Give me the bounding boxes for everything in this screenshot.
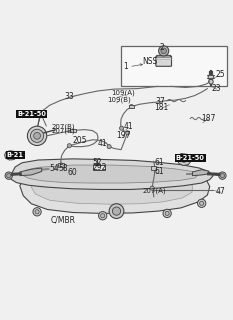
Circle shape bbox=[101, 214, 105, 218]
Polygon shape bbox=[10, 159, 213, 189]
Circle shape bbox=[7, 173, 11, 178]
Text: 109(B): 109(B) bbox=[107, 97, 131, 103]
Text: 41: 41 bbox=[98, 139, 107, 148]
Text: B-21-50: B-21-50 bbox=[17, 111, 46, 117]
Circle shape bbox=[67, 144, 71, 148]
Text: 47: 47 bbox=[215, 187, 225, 196]
Text: 25: 25 bbox=[215, 70, 225, 79]
Text: 41: 41 bbox=[123, 122, 133, 131]
Circle shape bbox=[220, 173, 224, 178]
Circle shape bbox=[5, 172, 12, 179]
Circle shape bbox=[163, 209, 171, 218]
Circle shape bbox=[35, 210, 39, 214]
Bar bbox=[121, 46, 227, 86]
Polygon shape bbox=[177, 154, 191, 165]
Polygon shape bbox=[192, 170, 209, 176]
Text: 197: 197 bbox=[116, 131, 131, 140]
Text: 60: 60 bbox=[68, 168, 78, 177]
Text: 23: 23 bbox=[212, 84, 221, 93]
Polygon shape bbox=[23, 165, 198, 183]
Circle shape bbox=[198, 199, 206, 207]
Circle shape bbox=[219, 172, 226, 179]
Circle shape bbox=[126, 131, 130, 135]
Circle shape bbox=[109, 204, 124, 219]
Circle shape bbox=[27, 126, 47, 146]
Circle shape bbox=[165, 211, 169, 215]
Polygon shape bbox=[5, 151, 17, 160]
Text: 2: 2 bbox=[159, 43, 164, 52]
Circle shape bbox=[99, 212, 107, 220]
Circle shape bbox=[59, 163, 63, 167]
Text: 181: 181 bbox=[154, 102, 168, 112]
Text: 58: 58 bbox=[59, 164, 68, 172]
Polygon shape bbox=[31, 173, 192, 204]
Circle shape bbox=[200, 201, 204, 205]
Circle shape bbox=[208, 74, 214, 80]
Text: 61: 61 bbox=[154, 167, 164, 176]
Circle shape bbox=[107, 145, 111, 149]
Text: 37: 37 bbox=[155, 97, 165, 106]
FancyBboxPatch shape bbox=[156, 56, 171, 66]
Bar bbox=[93, 165, 105, 170]
Circle shape bbox=[112, 207, 121, 215]
Text: 109(A): 109(A) bbox=[112, 90, 135, 97]
Circle shape bbox=[129, 105, 134, 109]
Text: B-21: B-21 bbox=[7, 152, 24, 158]
Circle shape bbox=[161, 48, 167, 54]
Text: 187: 187 bbox=[201, 114, 216, 123]
Text: 54: 54 bbox=[49, 164, 59, 172]
Bar bbox=[58, 163, 64, 167]
Text: 1: 1 bbox=[123, 62, 128, 71]
Circle shape bbox=[150, 186, 154, 190]
Text: 207(B): 207(B) bbox=[52, 127, 75, 134]
Text: C/MBR: C/MBR bbox=[51, 216, 76, 225]
Circle shape bbox=[159, 46, 169, 56]
Circle shape bbox=[120, 126, 124, 130]
Bar bbox=[129, 105, 134, 108]
Circle shape bbox=[209, 79, 213, 84]
Polygon shape bbox=[20, 168, 42, 176]
Polygon shape bbox=[20, 169, 210, 213]
Text: 292: 292 bbox=[92, 163, 106, 172]
Bar bbox=[70, 129, 75, 132]
Text: 61: 61 bbox=[154, 158, 164, 167]
Text: B-21-50: B-21-50 bbox=[176, 155, 205, 161]
Circle shape bbox=[181, 157, 187, 162]
Circle shape bbox=[34, 132, 41, 139]
Text: 52: 52 bbox=[92, 158, 102, 167]
FancyBboxPatch shape bbox=[157, 55, 171, 57]
Text: 33: 33 bbox=[65, 92, 74, 101]
Bar bbox=[151, 166, 156, 170]
Text: 207(A): 207(A) bbox=[143, 187, 166, 194]
Text: 207(B): 207(B) bbox=[52, 124, 75, 130]
Circle shape bbox=[31, 129, 44, 142]
Text: 205: 205 bbox=[72, 136, 87, 145]
Text: NSS: NSS bbox=[142, 57, 158, 66]
Circle shape bbox=[33, 208, 41, 216]
